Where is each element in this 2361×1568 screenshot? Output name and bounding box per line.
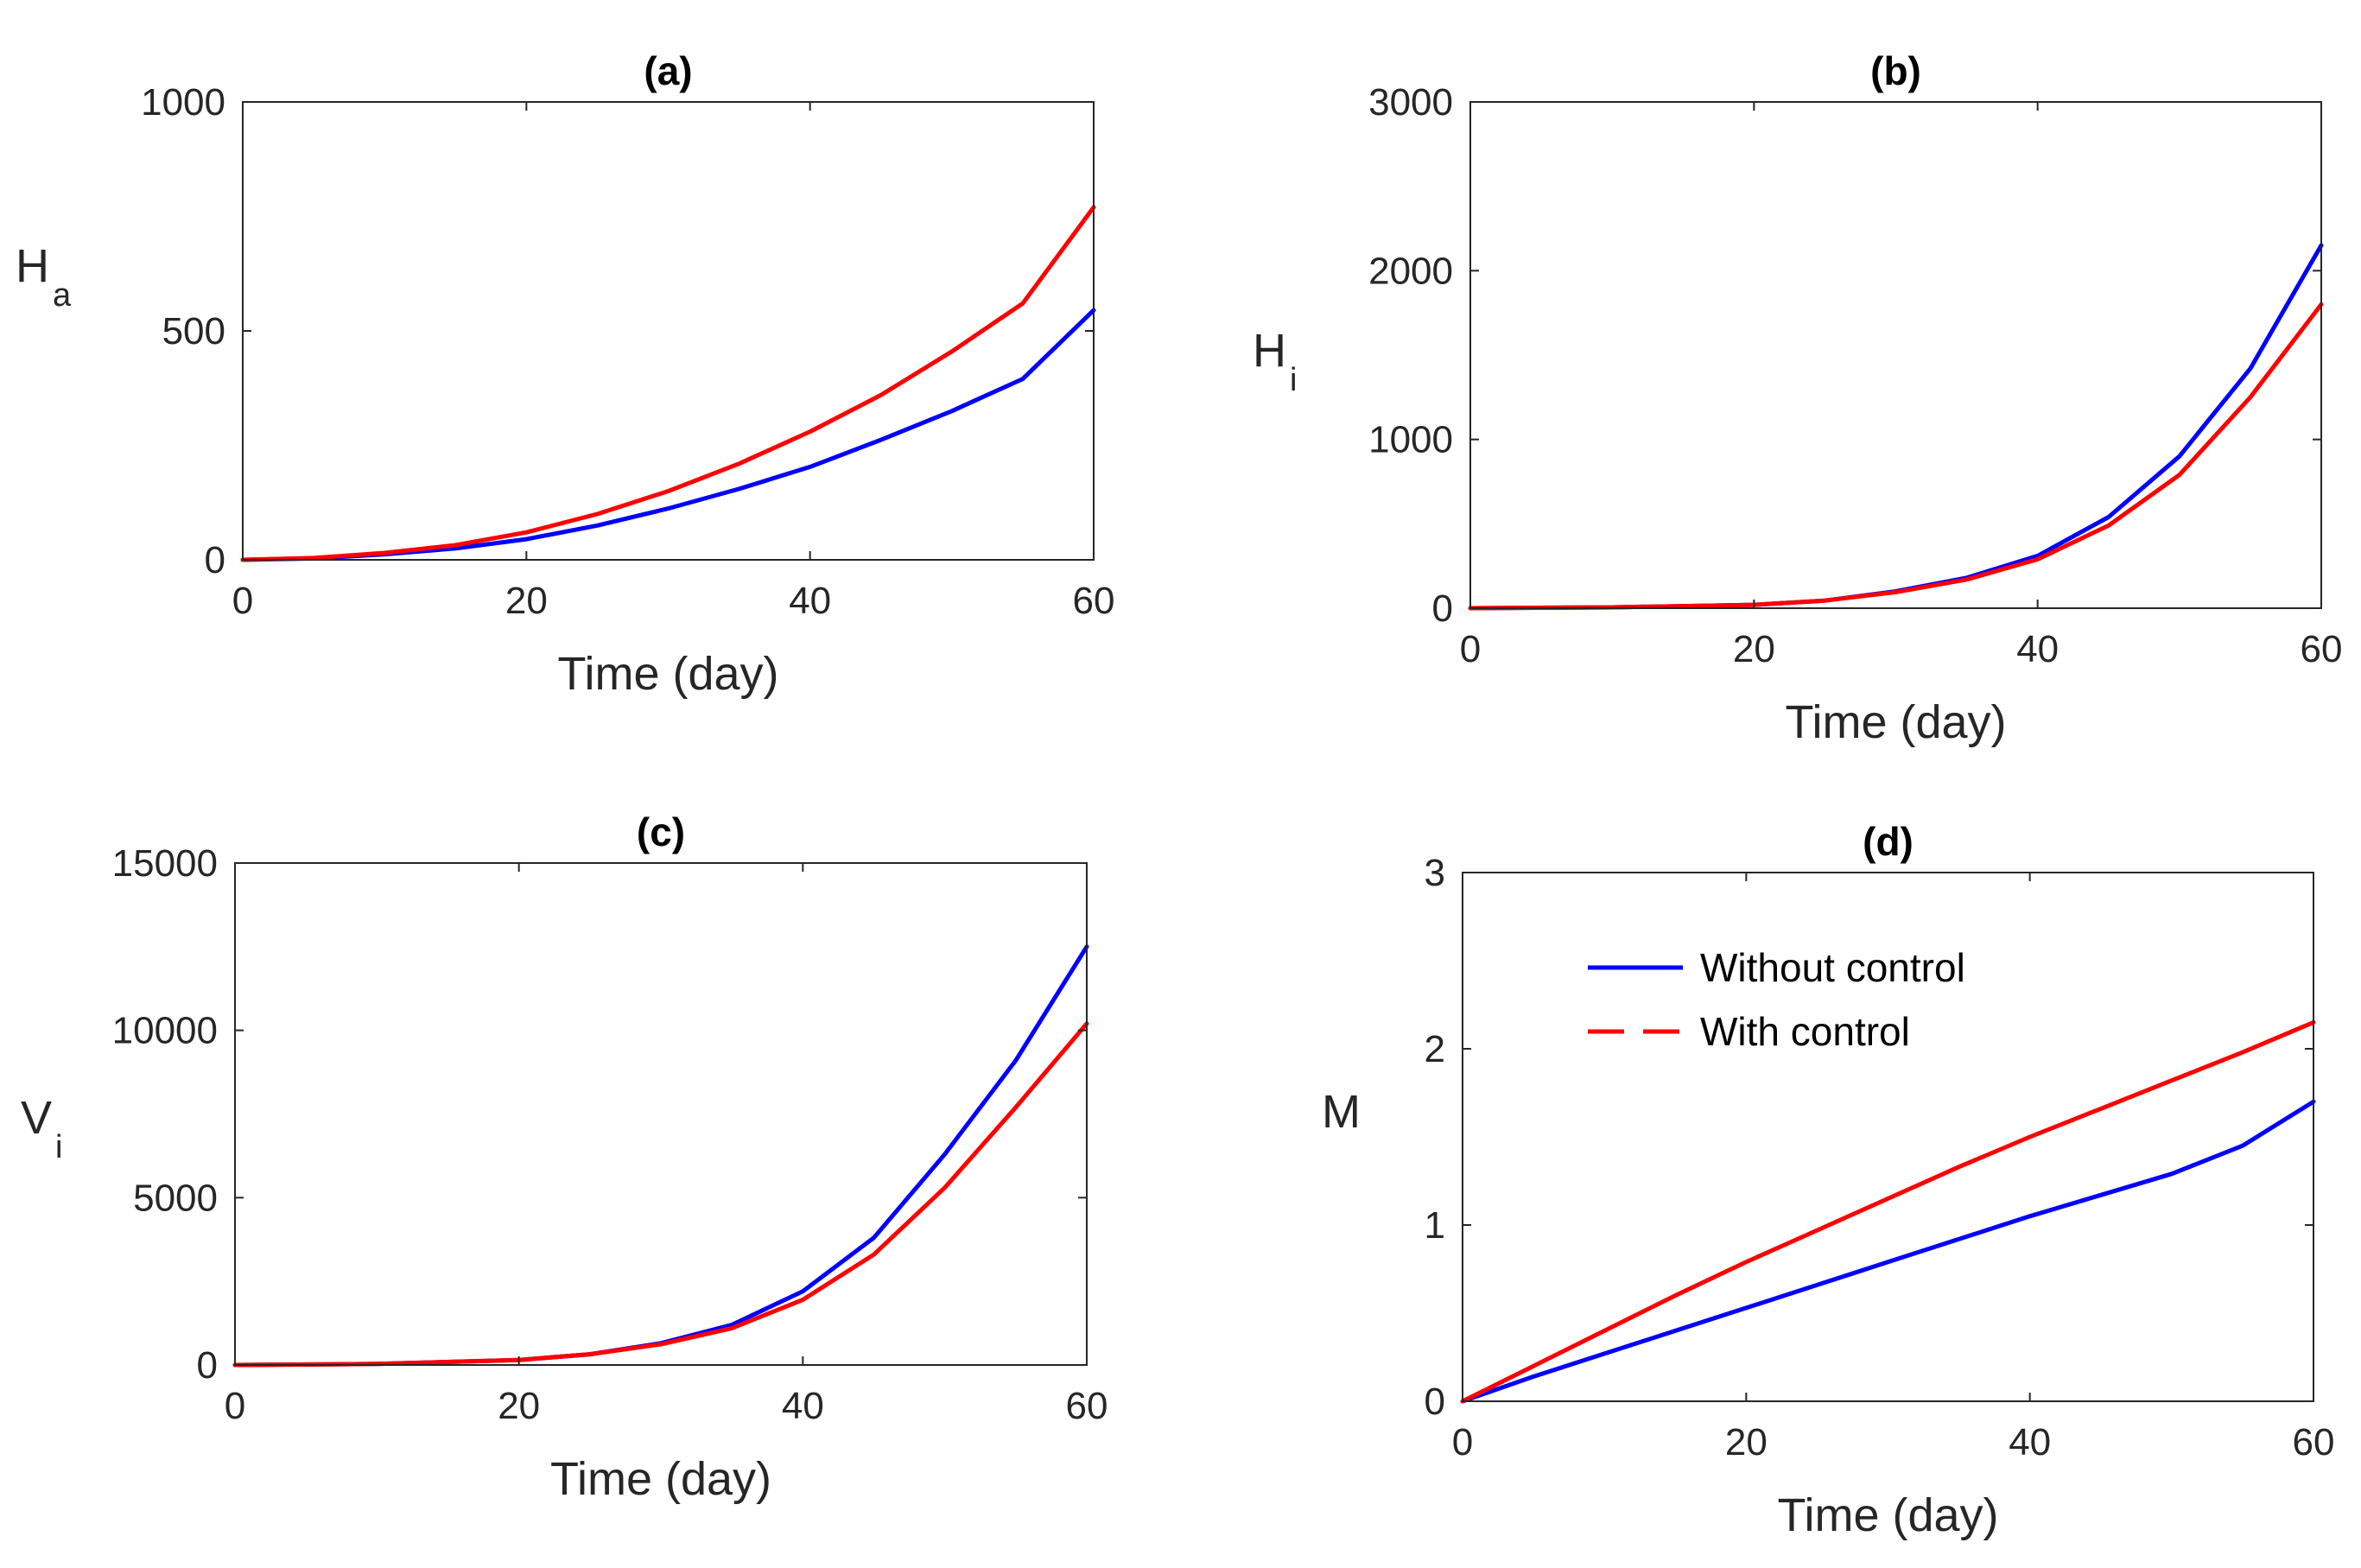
y-tick-label: 3000 xyxy=(1368,81,1453,124)
y-axis-label-subscript: i xyxy=(55,1129,62,1165)
y-axis-label-main: M xyxy=(1322,1086,1361,1138)
x-tick-label: 20 xyxy=(1733,628,1775,670)
y-axis-label-subscript: a xyxy=(53,277,72,314)
y-tick-label: 1000 xyxy=(1368,419,1453,461)
legend-label: With control xyxy=(1700,1009,1910,1054)
y-axis-label: M xyxy=(1322,1086,1361,1138)
y-tick-label: 2000 xyxy=(1368,250,1453,292)
y-tick-label: 0 xyxy=(1432,587,1453,630)
x-tick-label: 60 xyxy=(2301,628,2343,670)
y-axis-label-main: H xyxy=(16,240,49,292)
y-tick-label: 3 xyxy=(1425,852,1445,894)
x-tick-label: 0 xyxy=(232,580,253,622)
x-tick-label: 60 xyxy=(1066,1385,1108,1427)
y-axis-label-main: H xyxy=(1253,325,1286,377)
series-line-with-control xyxy=(1468,302,2324,611)
legend-label: Without control xyxy=(1700,945,1965,990)
chart-title: (d) xyxy=(1863,819,1914,864)
x-tick-label: 0 xyxy=(225,1385,245,1427)
panel-2: 0 20 40 60 0 1000 2000 3000 (b) Time (day) Hi xyxy=(1253,48,2342,748)
chart-title: (a) xyxy=(644,48,692,93)
x-tick-label: 0 xyxy=(1452,1421,1473,1463)
y-tick-label: 5000 xyxy=(133,1177,218,1219)
x-axis-label: Time (day) xyxy=(550,1453,771,1505)
x-tick-label: 60 xyxy=(1073,580,1115,622)
y-tick-label: 15000 xyxy=(112,842,218,885)
axis-frame xyxy=(234,862,1088,1366)
y-axis-label: Ha xyxy=(16,240,72,314)
series-line-with-control xyxy=(1460,1019,2316,1404)
x-axis-label: Time (day) xyxy=(1785,696,2006,748)
x-axis-label: Time (day) xyxy=(557,648,778,700)
legend: Without control With control xyxy=(1588,945,1965,1054)
y-tick-label: 10000 xyxy=(112,1010,218,1052)
axis-frame xyxy=(1469,101,2322,609)
series-line-without-control xyxy=(240,308,1096,562)
panel-1: 0 20 40 60 0 500 1000 (a) Time (day) Ha xyxy=(16,48,1114,700)
y-tick-label: 1000 xyxy=(141,81,225,124)
series-line-without-control xyxy=(232,944,1089,1368)
x-tick-label: 20 xyxy=(505,580,548,622)
series-line-without-control xyxy=(1460,1099,2316,1404)
x-tick-label: 40 xyxy=(2009,1421,2051,1463)
x-tick-label: 60 xyxy=(2293,1421,2335,1463)
x-axis-label: Time (day) xyxy=(1777,1489,1998,1541)
series-line-without-control xyxy=(1468,243,2324,611)
panel-4: 0 20 40 60 0 1 2 3 (d) Time (day) M xyxy=(1322,819,2334,1541)
axis-frame xyxy=(1462,872,2314,1402)
series-line-with-control xyxy=(240,205,1096,562)
series-line-with-control xyxy=(232,1021,1089,1368)
y-axis-label-main: V xyxy=(21,1092,52,1144)
y-tick-label: 1 xyxy=(1425,1204,1445,1247)
y-axis-label-subscript: i xyxy=(1290,362,1297,398)
x-tick-label: 20 xyxy=(498,1385,540,1427)
y-tick-label: 0 xyxy=(205,539,225,581)
x-tick-label: 0 xyxy=(1460,628,1481,670)
y-tick-label: 0 xyxy=(197,1344,218,1387)
y-axis-label: Hi xyxy=(1253,325,1297,398)
y-tick-label: 0 xyxy=(1425,1381,1445,1423)
chart-title: (b) xyxy=(1870,48,1921,93)
y-axis-label: Vi xyxy=(21,1092,62,1165)
panel-3: 0 20 40 60 0 5000 10000 15000 (c) Time (day) Vi xyxy=(21,809,1108,1505)
x-tick-label: 40 xyxy=(2016,628,2059,670)
y-tick-label: 2 xyxy=(1425,1028,1445,1070)
y-tick-label: 500 xyxy=(162,310,225,352)
chart-title: (c) xyxy=(637,809,685,854)
x-tick-label: 40 xyxy=(782,1385,824,1427)
x-tick-label: 20 xyxy=(1725,1421,1768,1463)
x-tick-label: 40 xyxy=(789,580,831,622)
